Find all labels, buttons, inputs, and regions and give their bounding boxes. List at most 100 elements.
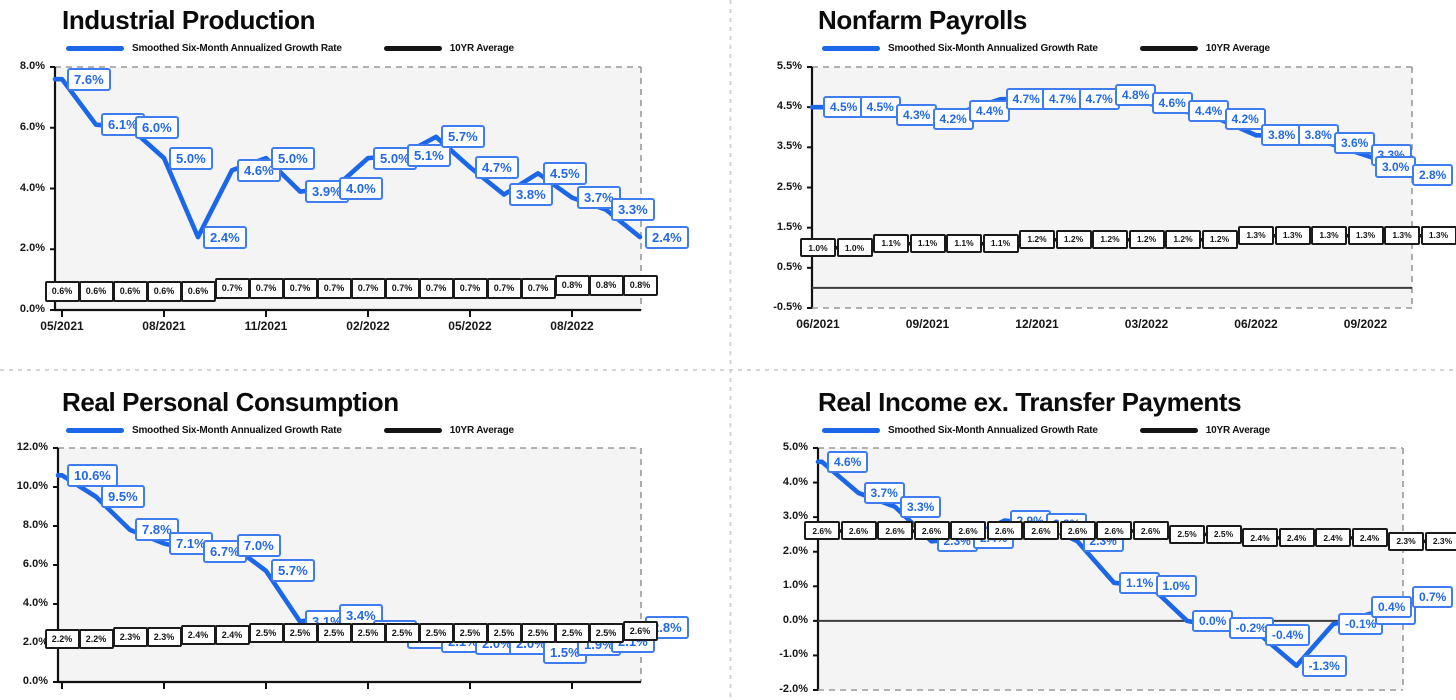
- y-tick-label: 3.0%: [782, 510, 808, 523]
- data-label-growth-rate: 3.9%: [305, 180, 349, 204]
- data-label-10yr-average: 0.7%: [452, 278, 488, 300]
- legend-label-growth-rate: Smoothed Six-Month Annualized Growth Rat…: [132, 43, 342, 54]
- chart-title-real-personal-consumption: Real Personal Consumption: [62, 387, 399, 417]
- x-tick-label: 05/2021: [40, 319, 84, 333]
- data-label-10yr-average: 1.3%: [1311, 226, 1347, 246]
- data-label-10yr-average: 2.5%: [1169, 524, 1205, 544]
- data-label-10yr-average: 0.6%: [146, 281, 182, 303]
- data-label-10yr-average: 2.4%: [180, 625, 216, 646]
- data-label-10yr-average: 2.5%: [350, 623, 386, 644]
- data-label-10yr-average: 0.7%: [350, 278, 386, 300]
- data-label-growth-rate: 5.0%: [271, 146, 315, 170]
- data-label-growth-rate: 4.4%: [1188, 100, 1230, 123]
- blue-line-swatch: [822, 428, 880, 433]
- data-label-10yr-average: 0.6%: [78, 281, 114, 303]
- data-label-growth-rate: 3.3%: [611, 198, 655, 222]
- data-label-10yr-average: 2.5%: [520, 623, 556, 644]
- x-tick-label: 11/2021: [244, 319, 288, 333]
- data-label-growth-rate: 1.0%: [1155, 575, 1197, 598]
- data-label-growth-rate: 7.6%: [67, 67, 111, 91]
- data-label-10yr-average: 2.5%: [1205, 524, 1242, 544]
- data-label-10yr-average: 2.4%: [214, 625, 250, 646]
- data-label-10yr-average: 1.3%: [1420, 226, 1456, 246]
- y-tick-label: 0.0%: [782, 613, 808, 626]
- y-tick-label: 8.0%: [22, 519, 48, 531]
- y-tick-label: 6.0%: [19, 120, 45, 133]
- data-label-10yr-average: 2.4%: [1351, 528, 1388, 548]
- data-label-10yr-average: 1.2%: [1165, 230, 1201, 250]
- panel-real-personal-consumption-header: Real Personal Consumption Smoothed Six-M…: [62, 387, 514, 436]
- data-label-growth-rate: 4.2%: [932, 108, 974, 131]
- data-label-growth-rate: 10.6%: [67, 463, 118, 487]
- data-label-growth-rate: 4.5%: [543, 161, 587, 185]
- data-label-10yr-average: 0.8%: [622, 275, 658, 297]
- data-label-10yr-average: 2.5%: [452, 623, 488, 644]
- data-label-10yr-average: 0.7%: [486, 278, 522, 300]
- data-label-10yr-average: 1.3%: [1384, 226, 1420, 246]
- panel-nonfarm-payrolls-header: Nonfarm Payrolls Smoothed Six-Month Annu…: [818, 5, 1270, 54]
- data-label-growth-rate: 3.7%: [577, 186, 621, 210]
- legend-label-growth-rate: Smoothed Six-Month Annualized Growth Rat…: [888, 43, 1098, 54]
- data-label-10yr-average: 0.7%: [520, 278, 556, 300]
- panel-real-income-header: Real Income ex. Transfer Payments Smooth…: [818, 387, 1270, 436]
- data-label-10yr-average: 2.5%: [418, 623, 454, 644]
- data-label-10yr-average: 2.5%: [282, 623, 318, 644]
- data-label-10yr-average: 1.0%: [836, 238, 873, 258]
- y-tick-label: 8.0%: [19, 60, 45, 72]
- chart-title-nonfarm-payrolls: Nonfarm Payrolls: [818, 5, 1027, 35]
- data-label-10yr-average: 0.8%: [588, 275, 624, 297]
- chart-title-industrial-production: Industrial Production: [62, 5, 316, 35]
- data-label-10yr-average: 0.8%: [554, 275, 590, 297]
- data-label-growth-rate: 4.5%: [823, 96, 865, 119]
- data-label-10yr-average: 2.5%: [588, 623, 624, 644]
- data-label-10yr-average: 1.3%: [1347, 226, 1384, 246]
- data-label-10yr-average: 0.7%: [214, 278, 250, 300]
- data-label-10yr-average: 2.6%: [804, 521, 840, 541]
- y-tick-label: 2.5%: [776, 180, 802, 193]
- y-tick-label: 5.5%: [776, 60, 802, 72]
- data-label-growth-rate: 7.8%: [135, 518, 179, 542]
- y-tick-label: 4.5%: [776, 100, 802, 113]
- data-label-10yr-average: 2.6%: [1059, 521, 1096, 541]
- panel-industrial-production-header: Industrial Production Smoothed Six-Month…: [62, 5, 514, 54]
- data-label-10yr-average: 2.6%: [840, 521, 877, 541]
- data-label-10yr-average: 2.6%: [950, 521, 986, 541]
- data-label-10yr-average: 2.5%: [554, 623, 590, 644]
- data-label-10yr-average: 0.6%: [44, 281, 80, 303]
- data-label-10yr-average: 2.5%: [248, 623, 284, 644]
- data-label-10yr-average: 0.7%: [248, 278, 284, 300]
- growth-rate-line: [815, 459, 1445, 669]
- legend-label-growth-rate: Smoothed Six-Month Annualized Growth Rat…: [132, 425, 342, 436]
- data-label-10yr-average: 2.5%: [486, 623, 522, 644]
- data-label-10yr-average: 2.4%: [1315, 528, 1351, 548]
- data-label-growth-rate: 4.0%: [339, 177, 383, 200]
- chart-legend: Smoothed Six-Month Annualized Growth Rat…: [62, 43, 514, 54]
- data-label-growth-rate: 0.4%: [1371, 596, 1413, 619]
- data-label-growth-rate: 4.7%: [1078, 88, 1120, 111]
- data-label-10yr-average: 1.0%: [800, 238, 836, 258]
- data-label-growth-rate: 0.0%: [1192, 609, 1234, 632]
- y-tick-label: 0.5%: [776, 260, 802, 273]
- data-label-growth-rate: 2.4%: [203, 225, 247, 249]
- data-label-10yr-average: 2.6%: [986, 521, 1023, 541]
- data-label-10yr-average: 0.6%: [180, 281, 216, 303]
- black-line-swatch: [383, 46, 442, 51]
- data-label-growth-rate: 7.1%: [169, 532, 213, 556]
- data-label-10yr-average: 1.2%: [1055, 230, 1092, 250]
- data-label-growth-rate: 5.0%: [169, 146, 213, 170]
- data-label-growth-rate: 3.0%: [1375, 156, 1417, 179]
- y-tick-label: -1.0%: [779, 648, 808, 661]
- data-label-growth-rate: 7.0%: [237, 534, 281, 557]
- x-tick-label: 09/2022: [1343, 317, 1388, 331]
- data-label-growth-rate: 3.7%: [863, 481, 905, 504]
- data-label-growth-rate: 5.1%: [407, 143, 451, 167]
- data-label-10yr-average: 1.2%: [1092, 230, 1128, 250]
- data-label-growth-rate: 9.5%: [101, 485, 145, 509]
- data-label-10yr-average: 2.6%: [622, 621, 658, 642]
- y-tick-label: 2.0%: [782, 544, 808, 557]
- data-label-10yr-average: 2.5%: [384, 623, 420, 644]
- data-label-growth-rate: 2.4%: [645, 225, 689, 249]
- data-label-10yr-average: 1.1%: [909, 234, 946, 254]
- y-tick-label: 0.0%: [19, 303, 45, 315]
- data-label-growth-rate: 4.8%: [1115, 84, 1157, 107]
